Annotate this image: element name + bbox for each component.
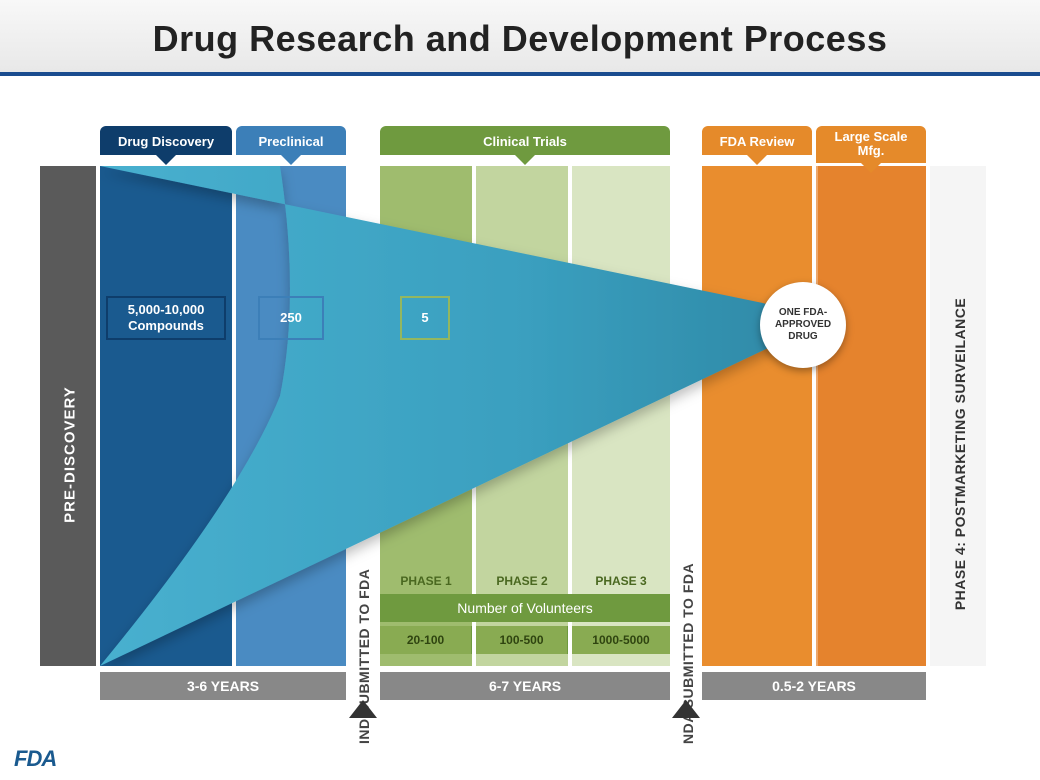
timeline-clinical: 6-7 YEARS — [380, 672, 670, 700]
phase2-label: PHASE 2 — [476, 574, 568, 588]
col-prediscovery: PRE-DISCOVERY — [40, 166, 96, 666]
label-phase4: PHASE 4: POSTMARKETING SURVEILANCE — [952, 294, 968, 614]
phase3-label: PHASE 3 — [572, 574, 670, 588]
volunteers-phase2: 100-500 — [476, 626, 568, 654]
col-phase2 — [476, 166, 568, 666]
box-preclinical-count: 250 — [258, 296, 324, 340]
tab-discovery: Drug Discovery — [100, 126, 232, 155]
volunteers-header: Number of Volunteers — [380, 594, 670, 622]
box-compounds: 5,000-10,000 Compounds — [106, 296, 226, 340]
arrow-ind — [349, 700, 377, 718]
col-manufacturing — [816, 166, 926, 666]
process-diagram: Drug Discovery Preclinical Clinical Tria… — [40, 126, 1000, 736]
volunteers-phase1: 20-100 — [380, 626, 472, 654]
label-prediscovery: PRE-DISCOVERY — [62, 355, 79, 555]
col-preclinical — [236, 166, 346, 666]
tab-clinical: Clinical Trials — [380, 126, 670, 155]
page-header: Drug Research and Development Process — [0, 0, 1040, 76]
col-fda-review — [702, 166, 812, 666]
col-ind: IND SUBMITTED TO FDA — [350, 166, 376, 666]
col-nda: NDA SUBMITTED TO FDA — [674, 166, 698, 666]
page-title: Drug Research and Development Process — [0, 18, 1040, 60]
tab-fda-review: FDA Review — [702, 126, 812, 155]
timeline-review: 0.5-2 YEARS — [702, 672, 926, 700]
phase1-label: PHASE 1 — [380, 574, 472, 588]
arrow-nda — [672, 700, 700, 718]
col-phase3 — [572, 166, 670, 666]
col-discovery — [100, 166, 232, 666]
fda-logo: FDA — [14, 746, 56, 772]
tab-manufacturing: Large Scale Mfg. — [816, 126, 926, 163]
col-phase4: PHASE 4: POSTMARKETING SURVEILANCE — [930, 166, 986, 666]
box-clinical-count: 5 — [400, 296, 450, 340]
approved-drug-circle: ONE FDA-APPROVED DRUG — [760, 282, 846, 368]
col-phase1 — [380, 166, 472, 666]
volunteers-phase3: 1000-5000 — [572, 626, 670, 654]
tab-preclinical: Preclinical — [236, 126, 346, 155]
timeline-discovery: 3-6 YEARS — [100, 672, 346, 700]
